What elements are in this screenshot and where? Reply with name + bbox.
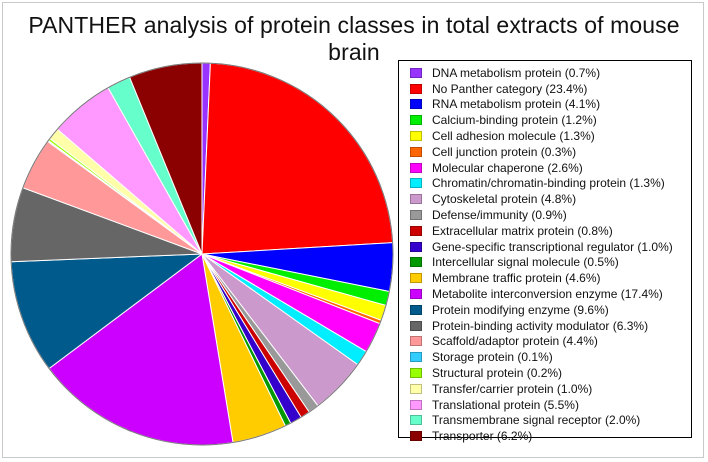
legend-item: Translational protein (5.5%) bbox=[399, 397, 691, 413]
legend-label: Structural protein (0.2%) bbox=[432, 366, 563, 381]
legend-item: Transporter (6.2%) bbox=[399, 428, 691, 444]
legend-label: Cell junction protein (0.3%) bbox=[432, 144, 577, 159]
legend-label: Extracellular matrix protein (0.8%) bbox=[432, 223, 613, 238]
legend-item: Intercellular signal molecule (0.5%) bbox=[399, 255, 691, 271]
legend-item: Cell junction protein (0.3%) bbox=[399, 144, 691, 160]
legend-swatch bbox=[410, 352, 422, 363]
legend-item: Membrane traffic protein (4.6%) bbox=[399, 270, 691, 286]
legend-label: Transfer/carrier protein (1.0%) bbox=[432, 381, 593, 396]
legend-label: Gene-specific transcriptional regulator … bbox=[432, 239, 673, 254]
legend-item: Transfer/carrier protein (1.0%) bbox=[399, 381, 691, 397]
legend-item: Cytoskeletal protein (4.8%) bbox=[399, 191, 691, 207]
legend-swatch bbox=[410, 368, 422, 379]
legend-item: No Panther category (23.4%) bbox=[399, 81, 691, 97]
legend-label: Cell adhesion molecule (1.3%) bbox=[432, 129, 595, 144]
legend-item: Extracellular matrix protein (0.8%) bbox=[399, 223, 691, 239]
legend-item: Defense/immunity (0.9%) bbox=[399, 207, 691, 223]
legend-swatch bbox=[410, 383, 422, 394]
legend-item: DNA metabolism protein (0.7%) bbox=[399, 65, 691, 81]
legend-swatch bbox=[410, 210, 422, 221]
pie-chart bbox=[10, 62, 394, 446]
legend-item: Chromatin/chromatin-binding protein (1.3… bbox=[399, 176, 691, 192]
legend-item: Gene-specific transcriptional regulator … bbox=[399, 239, 691, 255]
legend-item: Storage protein (0.1%) bbox=[399, 349, 691, 365]
pie-outline bbox=[10, 62, 394, 446]
legend-label: Defense/immunity (0.9%) bbox=[432, 208, 567, 223]
legend-swatch bbox=[410, 304, 422, 315]
legend-swatch bbox=[410, 336, 422, 347]
legend-swatch bbox=[410, 67, 422, 78]
legend-swatch bbox=[410, 131, 422, 142]
legend-swatch bbox=[410, 241, 422, 252]
legend-swatch bbox=[410, 273, 422, 284]
legend-label: Metabolite interconversion enzyme (17.4%… bbox=[432, 287, 663, 302]
legend-swatch bbox=[410, 320, 422, 331]
chart-legend: DNA metabolism protein (0.7%) No Panther … bbox=[398, 60, 692, 443]
legend-swatch bbox=[410, 146, 422, 157]
legend-label: Protein-binding activity modulator (6.3%… bbox=[432, 318, 649, 333]
legend-swatch bbox=[410, 289, 422, 300]
legend-label: Chromatin/chromatin-binding protein (1.3… bbox=[432, 176, 665, 191]
legend-swatch bbox=[410, 399, 422, 410]
legend-item: Molecular chaperone (2.6%) bbox=[399, 160, 691, 176]
legend-label: Protein modifying enzyme (9.6%) bbox=[432, 302, 609, 317]
legend-label: RNA metabolism protein (4.1%) bbox=[432, 97, 601, 112]
legend-item: Calcium-binding protein (1.2%) bbox=[399, 112, 691, 128]
legend-item: Scaffold/adaptor protein (4.4%) bbox=[399, 334, 691, 350]
legend-swatch bbox=[410, 99, 422, 110]
legend-label: Cytoskeletal protein (4.8%) bbox=[432, 192, 577, 207]
legend-item: Cell adhesion molecule (1.3%) bbox=[399, 128, 691, 144]
legend-label: Intercellular signal molecule (0.5%) bbox=[432, 255, 619, 270]
legend-label: Transmembrane signal receptor (2.0%) bbox=[432, 413, 641, 428]
legend-swatch bbox=[410, 162, 422, 173]
legend-swatch bbox=[410, 115, 422, 126]
legend-label: Calcium-binding protein (1.2%) bbox=[432, 113, 597, 128]
legend-item: Transmembrane signal receptor (2.0%) bbox=[399, 413, 691, 429]
legend-swatch bbox=[410, 415, 422, 426]
chart-title: PANTHER analysis of protein classes in t… bbox=[28, 12, 680, 65]
pie-slice-1 bbox=[201, 62, 394, 255]
legend-label: Membrane traffic protein (4.6%) bbox=[432, 271, 601, 286]
legend-label: No Panther category (23.4%) bbox=[432, 81, 588, 96]
legend-label: Storage protein (0.1%) bbox=[432, 350, 553, 365]
legend-label: Translational protein (5.5%) bbox=[432, 397, 579, 412]
legend-swatch bbox=[410, 178, 422, 189]
legend-item: Protein modifying enzyme (9.6%) bbox=[399, 302, 691, 318]
legend-swatch bbox=[410, 225, 422, 236]
legend-swatch bbox=[410, 257, 422, 268]
chart-frame bbox=[2, 2, 704, 458]
legend-item: Metabolite interconversion enzyme (17.4%… bbox=[399, 286, 691, 302]
legend-label: Transporter (6.2%) bbox=[432, 429, 533, 444]
legend-item: Protein-binding activity modulator (6.3%… bbox=[399, 318, 691, 334]
legend-label: Molecular chaperone (2.6%) bbox=[432, 160, 583, 175]
legend-item: Structural protein (0.2%) bbox=[399, 365, 691, 381]
legend-swatch bbox=[410, 83, 422, 94]
legend-label: DNA metabolism protein (0.7%) bbox=[432, 65, 601, 80]
legend-label: Scaffold/adaptor protein (4.4%) bbox=[432, 334, 598, 349]
legend-swatch bbox=[410, 431, 422, 442]
legend-item: RNA metabolism protein (4.1%) bbox=[399, 97, 691, 113]
legend-swatch bbox=[410, 194, 422, 205]
